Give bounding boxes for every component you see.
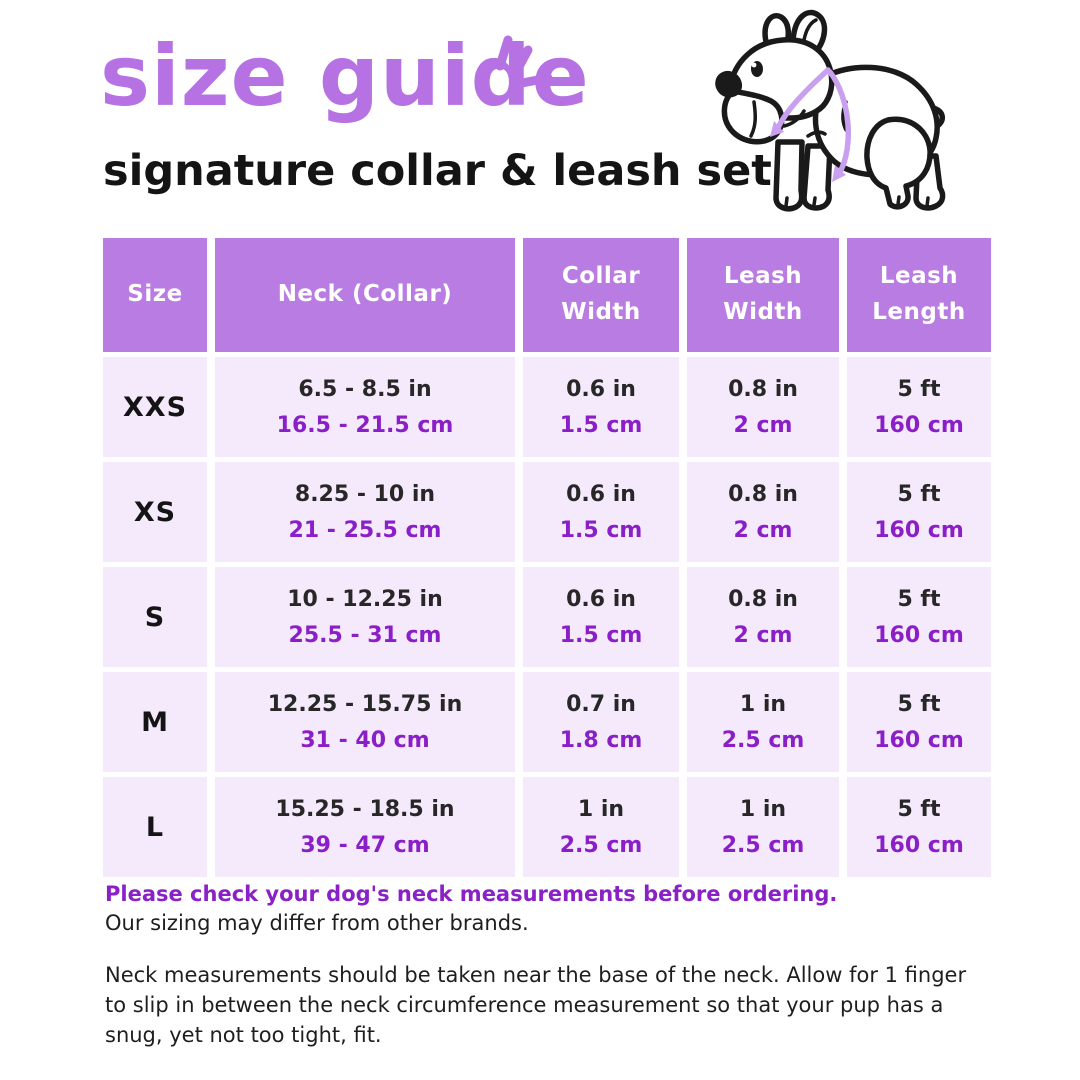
metric-value: 2.5 cm — [559, 832, 643, 858]
metric-value: 1.5 cm — [559, 517, 643, 543]
metric-value: 1.5 cm — [559, 622, 643, 648]
metric-value: 160 cm — [874, 622, 964, 648]
imperial-value: 0.8 in — [728, 481, 798, 507]
metric-value: 21 - 25.5 cm — [288, 517, 442, 543]
metric-value: 31 - 40 cm — [300, 727, 430, 753]
measurement-cell: 0.6 in 1.5 cm — [523, 462, 679, 562]
measurement-cell: 8.25 - 10 in 21 - 25.5 cm — [215, 462, 515, 562]
metric-value: 160 cm — [874, 832, 964, 858]
metric-value: 2 cm — [733, 412, 793, 438]
measurement-cell: 12.25 - 15.75 in 31 - 40 cm — [215, 672, 515, 772]
imperial-value: 0.7 in — [566, 691, 636, 717]
column-header-neck-collar: Neck (Collar) — [215, 238, 515, 352]
measurement-cell: 0.6 in 1.5 cm — [523, 567, 679, 667]
metric-value: 160 cm — [874, 517, 964, 543]
imperial-value: 0.6 in — [566, 376, 636, 402]
size-label-l: L — [103, 777, 207, 877]
metric-value: 160 cm — [874, 412, 964, 438]
measurement-cell: 0.7 in 1.8 cm — [523, 672, 679, 772]
dog-nose — [715, 70, 743, 98]
note-highlight: Please check your dog's neck measurement… — [105, 882, 838, 906]
measurement-cell: 5 ft 160 cm — [847, 567, 991, 667]
size-table: Size Neck (Collar) Collar Width Leash Width… — [103, 238, 991, 877]
metric-value: 2 cm — [733, 517, 793, 543]
imperial-value: 0.6 in — [566, 481, 636, 507]
imperial-value: 1 in — [739, 796, 787, 822]
neck-measure-arc — [775, 67, 851, 175]
dog-hind-leg — [864, 116, 933, 210]
dog-front-leg — [773, 139, 805, 212]
imperial-value: 5 ft — [897, 481, 941, 507]
imperial-value: 8.25 - 10 in — [294, 481, 436, 507]
metric-value: 39 - 47 cm — [300, 832, 430, 858]
measurement-cell: 5 ft 160 cm — [847, 462, 991, 562]
column-header-leash-width: Leash Width — [687, 238, 839, 352]
imperial-value: 0.8 in — [728, 586, 798, 612]
measurement-cell: 5 ft 160 cm — [847, 672, 991, 772]
sparkle-icon — [495, 35, 553, 88]
metric-value: 1.5 cm — [559, 412, 643, 438]
metric-value: 2 cm — [733, 622, 793, 648]
column-header-size: Size — [103, 238, 207, 352]
metric-value: 1.8 cm — [559, 727, 643, 753]
size-label-xs: XS — [103, 462, 207, 562]
imperial-value: 5 ft — [897, 691, 941, 717]
measurement-cell: 0.8 in 2 cm — [687, 462, 839, 562]
imperial-value: 6.5 - 8.5 in — [298, 376, 432, 402]
measurement-cell: 15.25 - 18.5 in 39 - 47 cm — [215, 777, 515, 877]
measurement-cell: 10 - 12.25 in 25.5 - 31 cm — [215, 567, 515, 667]
imperial-value: 1 in — [577, 796, 625, 822]
metric-value: 2.5 cm — [721, 832, 805, 858]
measurement-cell: 0.6 in 1.5 cm — [523, 357, 679, 457]
measure-arrowhead — [770, 121, 784, 137]
measurement-cell: 5 ft 160 cm — [847, 777, 991, 877]
size-label-s: S — [103, 567, 207, 667]
metric-value: 16.5 - 21.5 cm — [276, 412, 454, 438]
measure-arrowhead — [832, 165, 846, 182]
metric-value: 2.5 cm — [721, 727, 805, 753]
imperial-value: 10 - 12.25 in — [287, 586, 443, 612]
measurement-cell: 0.8 in 2 cm — [687, 567, 839, 667]
imperial-value: 15.25 - 18.5 in — [275, 796, 455, 822]
imperial-value: 0.6 in — [566, 586, 636, 612]
measurement-cell: 1 in 2.5 cm — [687, 672, 839, 772]
note-paragraph: Neck measurements should be taken near t… — [105, 963, 967, 1047]
metric-value: 160 cm — [874, 727, 964, 753]
column-header-leash-length: Leash Length — [847, 238, 991, 352]
imperial-value: 5 ft — [897, 376, 941, 402]
imperial-value: 5 ft — [897, 796, 941, 822]
imperial-value: 1 in — [739, 691, 787, 717]
measurement-cell: 0.8 in 2 cm — [687, 357, 839, 457]
size-label-xxs: XXS — [103, 357, 207, 457]
measurement-cell: 1 in 2.5 cm — [523, 777, 679, 877]
measurement-cell: 1 in 2.5 cm — [687, 777, 839, 877]
note-secondary: Our sizing may differ from other brands. — [105, 911, 529, 935]
metric-value: 25.5 - 31 cm — [288, 622, 442, 648]
column-header-collar-width: Collar Width — [523, 238, 679, 352]
size-label-m: M — [103, 672, 207, 772]
imperial-value: 5 ft — [897, 586, 941, 612]
imperial-value: 12.25 - 15.75 in — [267, 691, 463, 717]
french-bulldog-illustration — [715, 9, 946, 212]
measurement-cell: 5 ft 160 cm — [847, 357, 991, 457]
page-subtitle: signature collar & leash set — [103, 146, 772, 196]
imperial-value: 0.8 in — [728, 376, 798, 402]
measurement-cell: 6.5 - 8.5 in 16.5 - 21.5 cm — [215, 357, 515, 457]
